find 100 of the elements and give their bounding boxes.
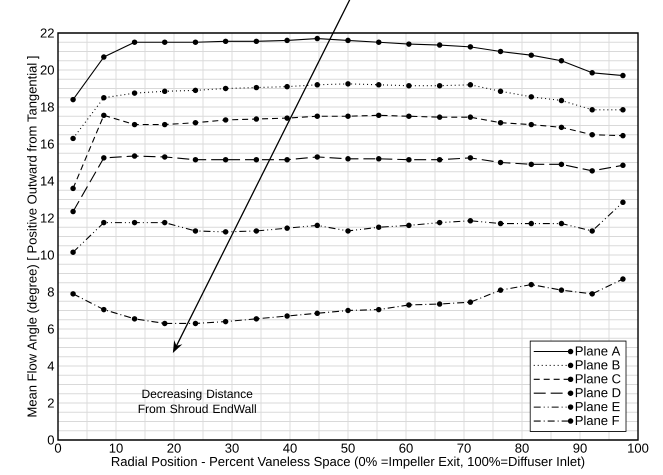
y-tick-label: 2 bbox=[48, 398, 54, 408]
x-tick-label: 90 bbox=[573, 444, 587, 453]
point bbox=[132, 40, 138, 45]
point bbox=[589, 291, 595, 297]
point bbox=[620, 107, 626, 113]
point bbox=[436, 301, 442, 307]
point bbox=[101, 220, 107, 226]
y-tick-label: 14 bbox=[41, 176, 54, 186]
point bbox=[222, 229, 228, 235]
point bbox=[162, 88, 168, 94]
point bbox=[620, 132, 626, 138]
y-tick-label: 18 bbox=[41, 102, 54, 112]
point bbox=[376, 82, 382, 88]
point bbox=[254, 84, 260, 90]
point bbox=[222, 86, 228, 92]
y-tick-label: 6 bbox=[48, 324, 54, 334]
point bbox=[314, 82, 320, 88]
x-tick-label: 50 bbox=[341, 444, 355, 453]
point bbox=[376, 112, 382, 118]
point bbox=[498, 48, 504, 54]
legend-label: Plane C bbox=[576, 374, 621, 384]
point bbox=[314, 114, 320, 119]
point bbox=[468, 155, 474, 161]
point bbox=[528, 282, 534, 288]
point bbox=[436, 42, 442, 48]
y-axis-title: Mean Flow Angle (degree) [ Positive Outward from Tangential ] bbox=[27, 56, 40, 416]
point bbox=[254, 156, 260, 162]
point bbox=[101, 155, 107, 161]
point bbox=[345, 228, 351, 234]
x-tick-label: 30 bbox=[225, 444, 239, 453]
point bbox=[558, 287, 564, 293]
point bbox=[528, 122, 534, 128]
legend-label: Plane B bbox=[576, 360, 620, 370]
point bbox=[254, 38, 260, 44]
point bbox=[468, 114, 474, 120]
point bbox=[498, 120, 504, 126]
point bbox=[162, 220, 168, 226]
point bbox=[314, 154, 320, 160]
point bbox=[589, 132, 595, 138]
point bbox=[314, 222, 320, 228]
x-tick-label: 40 bbox=[283, 444, 297, 453]
x-tick-label: 80 bbox=[515, 444, 529, 453]
point bbox=[284, 156, 290, 162]
point bbox=[376, 40, 382, 45]
y-tick-label: 20 bbox=[40, 65, 54, 75]
point bbox=[406, 302, 412, 308]
point bbox=[406, 222, 412, 228]
point bbox=[406, 41, 412, 47]
point bbox=[345, 114, 351, 119]
x-tick-label: 70 bbox=[457, 444, 471, 453]
point bbox=[101, 54, 107, 60]
point bbox=[528, 162, 534, 168]
point bbox=[284, 313, 290, 319]
point bbox=[589, 168, 595, 174]
point bbox=[222, 318, 228, 324]
point bbox=[376, 306, 382, 312]
point bbox=[132, 122, 138, 128]
point bbox=[101, 112, 107, 118]
legend-label: Plane F bbox=[576, 416, 620, 426]
point bbox=[558, 124, 564, 130]
point bbox=[314, 36, 320, 42]
point bbox=[192, 40, 198, 45]
point bbox=[620, 72, 626, 78]
point bbox=[376, 224, 382, 230]
point bbox=[620, 200, 626, 206]
point bbox=[70, 96, 76, 102]
point bbox=[222, 117, 228, 123]
point bbox=[222, 38, 228, 44]
point bbox=[192, 120, 198, 126]
point bbox=[406, 156, 412, 162]
point bbox=[70, 186, 76, 192]
point bbox=[222, 156, 228, 162]
x-tick-label: 10 bbox=[110, 444, 123, 453]
legend-label: Plane A bbox=[576, 346, 620, 356]
point bbox=[70, 291, 76, 297]
point bbox=[498, 88, 504, 94]
point bbox=[101, 95, 107, 100]
point bbox=[162, 40, 168, 45]
legend-label: Plane D bbox=[576, 388, 620, 398]
point bbox=[192, 320, 198, 326]
x-tick-label: 20 bbox=[167, 444, 181, 453]
point bbox=[468, 44, 474, 50]
legend-label: Plane E bbox=[576, 402, 620, 412]
y-tick-label: 4 bbox=[48, 362, 54, 370]
point bbox=[436, 82, 442, 88]
point bbox=[468, 299, 474, 305]
point bbox=[284, 84, 290, 90]
point bbox=[284, 115, 290, 121]
y-tick-label: 16 bbox=[41, 139, 54, 149]
y-tick-label: 12 bbox=[41, 213, 54, 223]
point bbox=[620, 276, 626, 282]
y-tick-label: 10 bbox=[41, 250, 54, 260]
x-tick-label: 0 bbox=[54, 444, 62, 453]
point bbox=[498, 220, 504, 226]
point bbox=[406, 114, 412, 119]
point bbox=[345, 38, 351, 44]
point bbox=[254, 316, 260, 322]
point bbox=[70, 208, 76, 214]
point bbox=[284, 225, 290, 231]
point bbox=[406, 82, 412, 88]
